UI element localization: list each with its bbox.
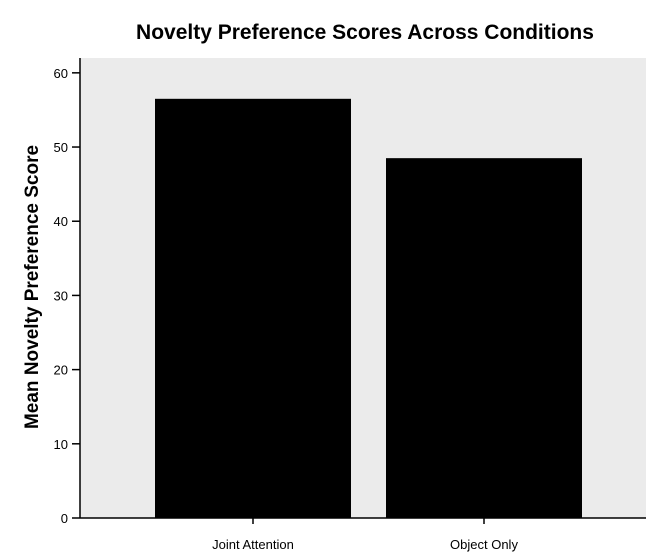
x-tick-label: Joint Attention — [212, 537, 294, 552]
y-tick-label: 0 — [61, 511, 68, 526]
y-tick-label: 60 — [54, 66, 68, 81]
y-tick-label: 40 — [54, 214, 68, 229]
bar-object-only — [386, 158, 582, 518]
y-tick-label: 30 — [54, 288, 68, 303]
y-axis: 0 10 20 30 40 50 60 — [54, 58, 81, 526]
x-tick-label: Object Only — [450, 537, 518, 552]
y-axis-label: Mean Novelty Preference Score — [22, 145, 43, 429]
bar-joint-attention — [155, 98, 351, 518]
chart-title: Novelty Preference Scores Across Conditi… — [136, 21, 594, 44]
bars-group — [155, 98, 582, 518]
y-tick-label: 10 — [54, 437, 68, 452]
y-tick-label: 20 — [54, 363, 68, 378]
y-tick-label: 50 — [54, 140, 68, 155]
x-axis: Joint Attention Object Only — [80, 517, 646, 552]
